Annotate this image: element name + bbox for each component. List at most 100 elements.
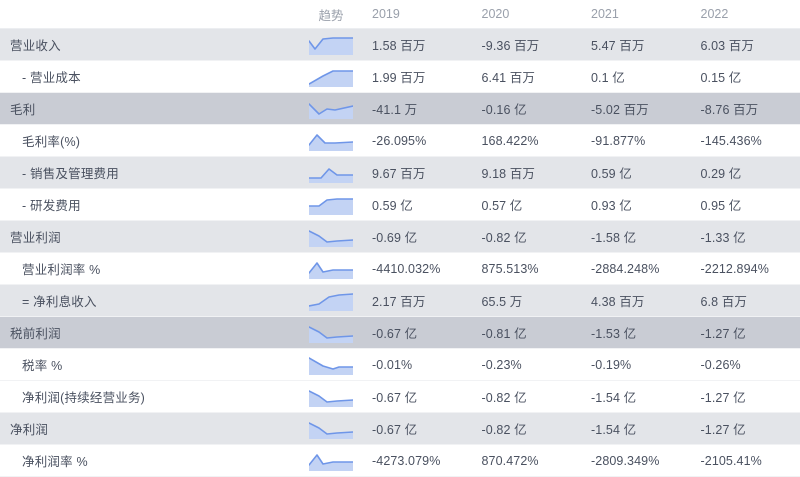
sparkline-revenue-icon: [309, 35, 353, 55]
value-cell: -4273.079%: [362, 445, 472, 477]
value-cell: -1.53 亿: [581, 317, 691, 349]
value-cell: 9.18 百万: [472, 157, 582, 189]
value-cell: -2212.894%: [691, 253, 800, 285]
value-cell: -1.33 亿: [691, 221, 800, 253]
row-label[interactable]: 净利润(持续经营业务): [0, 381, 300, 413]
value-cell: 875.513%: [472, 253, 582, 285]
row-label[interactable]: - 研发费用: [0, 189, 300, 221]
value-cell: -8.76 百万: [691, 93, 800, 125]
table-row: 毛利率(%) -26.095%168.422%-91.877%-145.436%: [0, 125, 800, 157]
value-cell: -1.58 亿: [581, 221, 691, 253]
value-cell: 65.5 万: [472, 285, 582, 317]
trend-cell: [300, 93, 362, 125]
sparkline-gross-margin-icon: [309, 131, 353, 151]
value-cell: 168.422%: [472, 125, 582, 157]
header-year-2021[interactable]: 2021: [581, 0, 691, 29]
sparkline-net-interest-icon: [309, 291, 353, 311]
sparkline-pretax-profit-icon: [309, 323, 353, 343]
table-row: 税率 %-0.01%-0.23%-0.19%-0.26%: [0, 349, 800, 381]
sparkline-sga-icon: [309, 163, 353, 183]
value-cell: 870.472%: [472, 445, 582, 477]
trend-cell: [300, 221, 362, 253]
trend-cell: [300, 413, 362, 445]
value-cell: 9.67 百万: [362, 157, 472, 189]
row-label[interactable]: 净利润: [0, 413, 300, 445]
header-trend-column[interactable]: 趋势: [300, 0, 362, 29]
sparkline-tax-rate-icon: [309, 355, 353, 375]
value-cell: -0.67 亿: [362, 317, 472, 349]
sparkline-operating-profit-icon: [309, 227, 353, 247]
value-cell: -0.26%: [691, 349, 800, 381]
row-label[interactable]: 营业收入: [0, 29, 300, 61]
value-cell: 0.95 亿: [691, 189, 800, 221]
sparkline-cost-icon: [309, 67, 353, 87]
trend-cell: [300, 349, 362, 381]
value-cell: -1.27 亿: [691, 381, 800, 413]
value-cell: 6.41 百万: [472, 61, 582, 93]
value-cell: -0.69 亿: [362, 221, 472, 253]
value-cell: -0.67 亿: [362, 381, 472, 413]
table-row: 毛利 -41.1 万-0.16 亿-5.02 百万-8.76 百万: [0, 93, 800, 125]
row-label[interactable]: 毛利: [0, 93, 300, 125]
value-cell: -1.27 亿: [691, 413, 800, 445]
value-cell: 4.38 百万: [581, 285, 691, 317]
value-cell: -2809.349%: [581, 445, 691, 477]
sparkline-net-margin-icon: [309, 451, 353, 471]
value-cell: -0.82 亿: [472, 413, 582, 445]
header-label-column: [0, 0, 300, 29]
value-cell: 0.59 亿: [362, 189, 472, 221]
table-row: 营业利润率 % -4410.032%875.513%-2884.248%-2212…: [0, 253, 800, 285]
sparkline-operating-margin-icon: [309, 259, 353, 279]
value-cell: -0.19%: [581, 349, 691, 381]
row-label[interactable]: 税率 %: [0, 349, 300, 381]
value-cell: -26.095%: [362, 125, 472, 157]
row-label[interactable]: - 销售及管理费用: [0, 157, 300, 189]
table-row: 净利润率 %-4273.079%870.472%-2809.349%-2105.…: [0, 445, 800, 477]
row-label[interactable]: 营业利润率 %: [0, 253, 300, 285]
value-cell: -0.82 亿: [472, 381, 582, 413]
row-label[interactable]: 净利润率 %: [0, 445, 300, 477]
value-cell: 0.57 亿: [472, 189, 582, 221]
value-cell: -145.436%: [691, 125, 800, 157]
value-cell: 0.59 亿: [581, 157, 691, 189]
sparkline-net-profit-continuing-icon: [309, 387, 353, 407]
sparkline-rd-icon: [309, 195, 353, 215]
sparkline-net-profit-icon: [309, 419, 353, 439]
trend-cell: [300, 157, 362, 189]
value-cell: 0.29 亿: [691, 157, 800, 189]
value-cell: -1.54 亿: [581, 413, 691, 445]
row-label[interactable]: 营业利润: [0, 221, 300, 253]
value-cell: 5.47 百万: [581, 29, 691, 61]
value-cell: -0.16 亿: [472, 93, 582, 125]
trend-cell: [300, 445, 362, 477]
value-cell: -91.877%: [581, 125, 691, 157]
value-cell: -41.1 万: [362, 93, 472, 125]
table-row: 营业利润-0.69 亿-0.82 亿-1.58 亿-1.33 亿: [0, 221, 800, 253]
header-year-2019[interactable]: 2019: [362, 0, 472, 29]
row-label[interactable]: = 净利息收入: [0, 285, 300, 317]
value-cell: -2884.248%: [581, 253, 691, 285]
row-label[interactable]: 毛利率(%): [0, 125, 300, 157]
value-cell: -1.54 亿: [581, 381, 691, 413]
value-cell: 1.58 百万: [362, 29, 472, 61]
value-cell: -0.67 亿: [362, 413, 472, 445]
value-cell: -5.02 百万: [581, 93, 691, 125]
table-header: 趋势 2019 2020 2021 2022: [0, 0, 800, 29]
table-row: 净利润(持续经营业务) -0.67 亿-0.82 亿-1.54 亿-1.27 亿: [0, 381, 800, 413]
header-year-2020[interactable]: 2020: [472, 0, 582, 29]
value-cell: 0.1 亿: [581, 61, 691, 93]
row-label[interactable]: 税前利润: [0, 317, 300, 349]
row-label[interactable]: - 营业成本: [0, 61, 300, 93]
value-cell: 6.8 百万: [691, 285, 800, 317]
trend-cell: [300, 253, 362, 285]
header-year-2022[interactable]: 2022: [691, 0, 800, 29]
trend-cell: [300, 381, 362, 413]
value-cell: -4410.032%: [362, 253, 472, 285]
